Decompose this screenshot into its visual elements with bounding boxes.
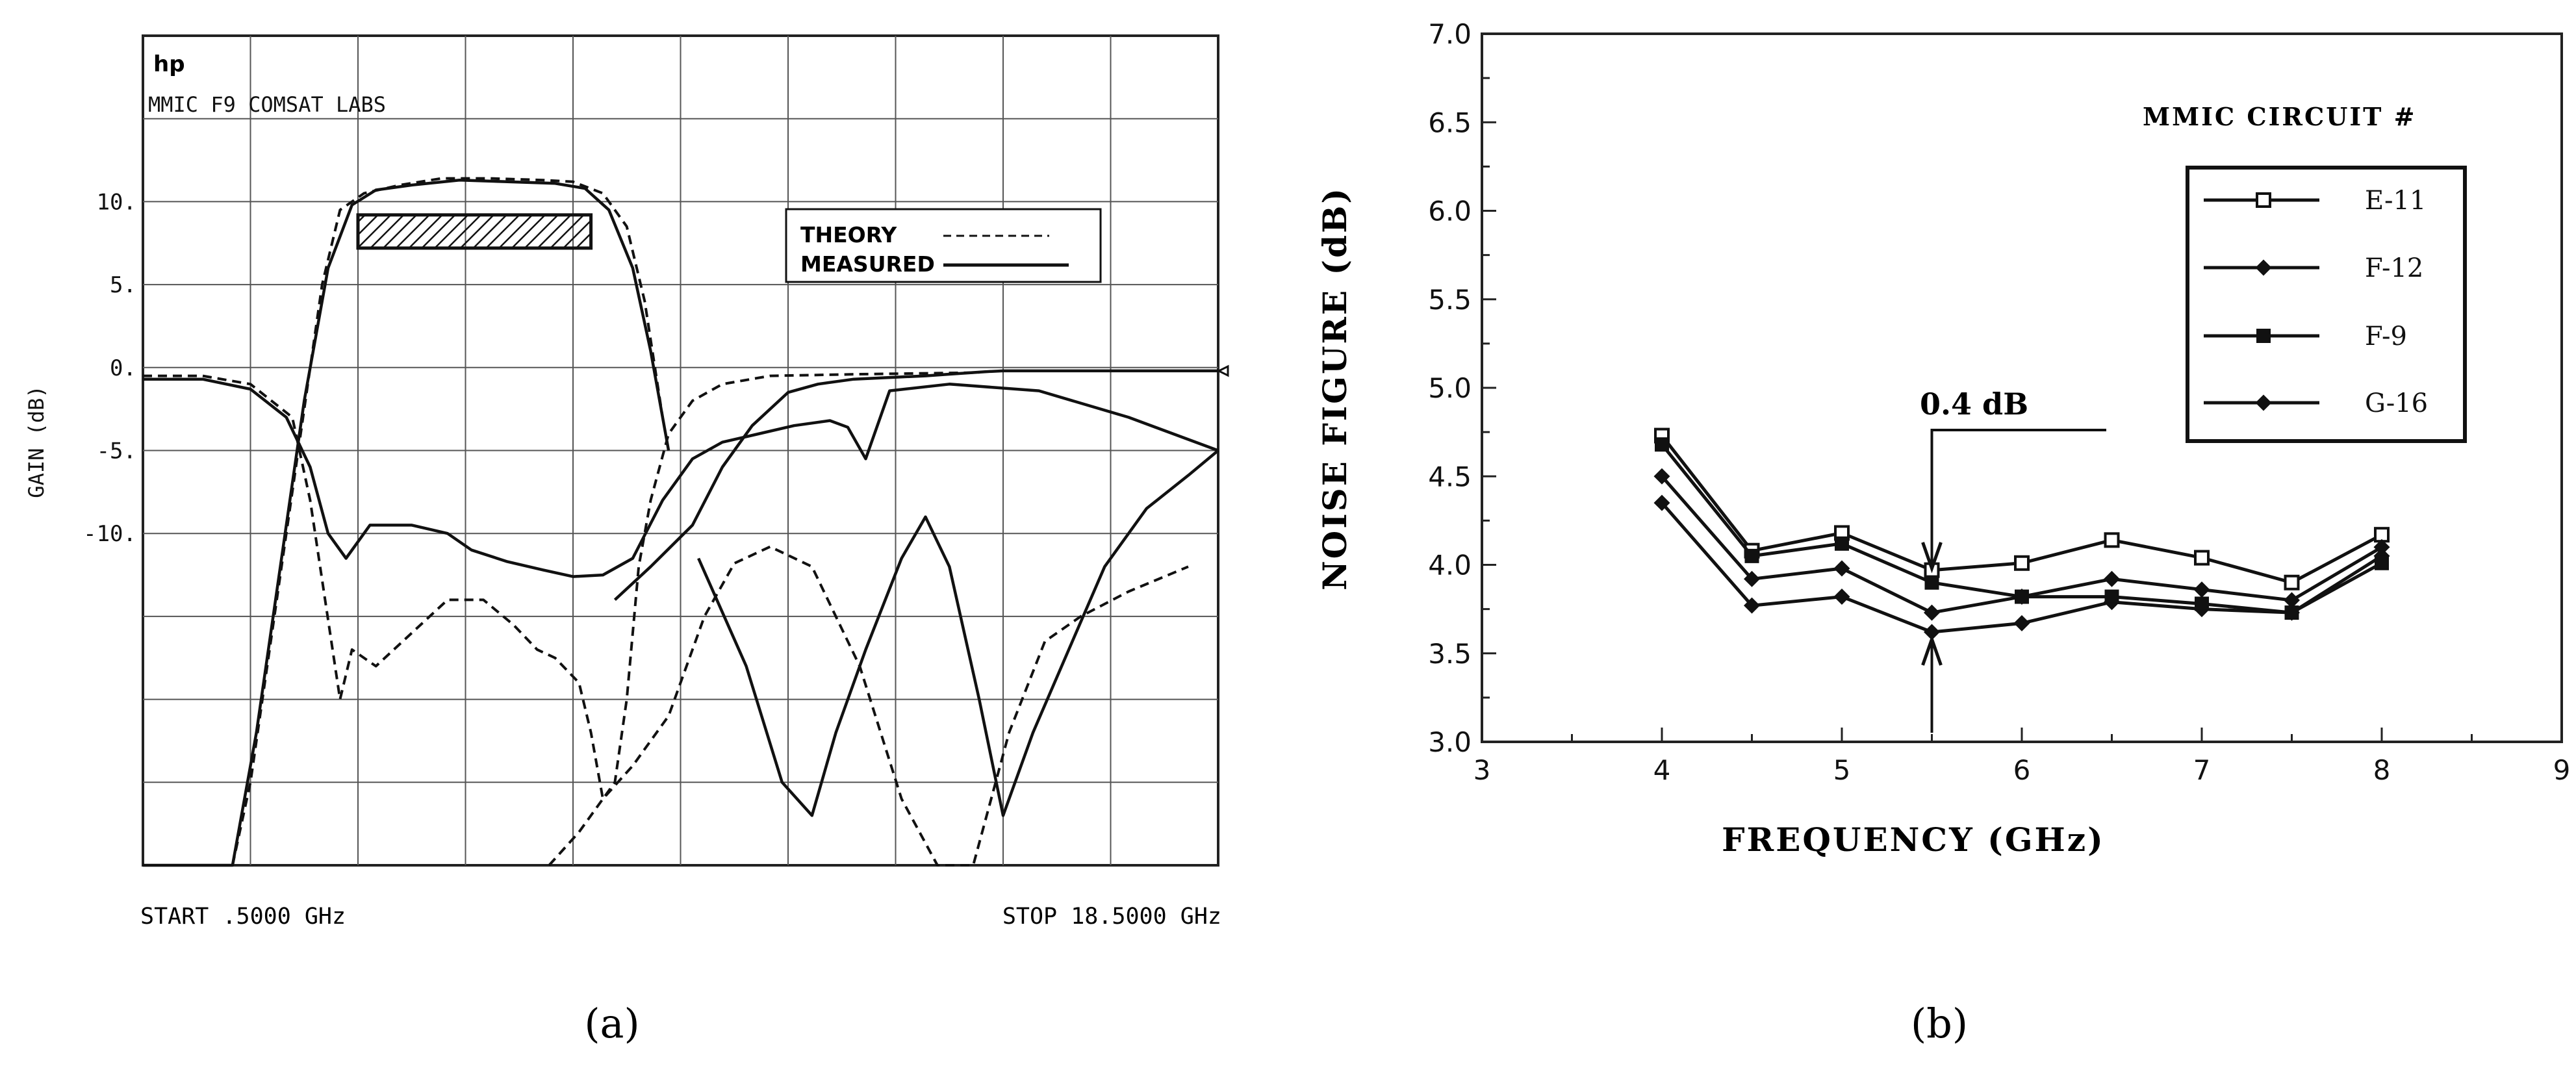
legend-marker-f-9 [2256, 329, 2271, 343]
panel-b-y-tick-label: 5.5 [1428, 284, 1472, 316]
panel-b-y-tick-label: 3.0 [1428, 726, 1472, 758]
panel-b-point-g-16 [1744, 570, 1760, 587]
panel-a-y-tick-label: -10. [83, 521, 136, 547]
panel-b-series-e-11 [1654, 427, 2390, 590]
panel-b-point-g-16 [2284, 592, 2300, 609]
panel-b-point-e-11 [2104, 532, 2120, 548]
panel-b-legend-title: MMIC CIRCUIT # [2143, 102, 2416, 131]
panel-b-point-e-11 [2284, 574, 2300, 590]
panel-b-point-g-16 [1924, 604, 1940, 621]
legend-label-e-11: E-11 [2365, 186, 2426, 216]
panel-b-point-f-12 [1924, 624, 1940, 641]
panel-b-point-f-12 [2013, 615, 2030, 631]
panel-a-title: MMIC F9 COMSAT LABS [148, 92, 386, 117]
panel-b-series [1653, 427, 2390, 641]
legend-marker-e-11 [2256, 192, 2271, 208]
panel-a-y-tick-label: 0. [110, 355, 136, 381]
panel-a-start-frequency: START .5000 GHz [140, 904, 346, 930]
panel-b-y-tick-label: 3.5 [1428, 638, 1472, 670]
panel-b-point-f-12 [1744, 597, 1760, 614]
panel-a-trace-theory-s21 [143, 177, 664, 867]
panel-b-x-tick-label: 9 [2553, 754, 2571, 786]
panel-a-y-tick-label: -5. [97, 438, 136, 464]
panel-a-trace-measured-s21 [143, 178, 670, 867]
panel-b-point-g-16 [2373, 539, 2390, 555]
panel-b-legend: E-11 F-12 F-9 G-16 [2186, 166, 2467, 443]
panel-b-point-f-9 [1924, 575, 1939, 590]
panel-a-y-tick-label: 5. [110, 272, 136, 298]
panel-b-y-tick-label: 4.5 [1428, 461, 1472, 492]
panel-b-legend-box [2186, 166, 2467, 443]
panel-b-point-f-12 [1653, 494, 1670, 511]
panel-b-y-tick-label: 6.5 [1428, 107, 1472, 138]
panel-b-point-f-9 [2375, 555, 2389, 570]
panel-b-point-e-11 [2014, 555, 2030, 571]
hp-logo: hp [153, 51, 185, 77]
panel-b-point-f-9 [1655, 437, 1669, 452]
legend-label-g-16: G-16 [2365, 388, 2428, 418]
panel-b-line-f-9 [1661, 443, 2383, 615]
panel-a-network-analyzer-plot: hp MMIC F9 COMSAT LABS GAIN (dB) 10. 5. 0.… [24, 34, 1229, 1047]
panel-a-y-axis-label: GAIN (dB) [24, 385, 49, 498]
legend-measured-label: MEASURED [800, 251, 935, 277]
panel-b-noise-figure-plot: 3.0 3.5 4.0 4.5 5.0 5.5 6.0 6.5 7.0 3 4 5 6 7 8 9 NOISE… [1316, 18, 2570, 1047]
panel-a-legend: THEORY MEASURED [785, 208, 1102, 283]
panel-b-point-f-9 [1744, 548, 1759, 563]
panel-a-y-tick-label: 10. [97, 189, 136, 215]
panel-a-trace-measured-s22 [613, 369, 1218, 602]
panel-b-point-f-9 [2104, 589, 2119, 604]
panel-b-x-tick-label: 3 [1473, 754, 1491, 786]
panel-b-point-g-16 [2104, 570, 2120, 587]
legend-theory-label: THEORY [800, 222, 897, 247]
panel-b-caption-label: (b) [1911, 1000, 1968, 1047]
panel-b-point-f-9 [2195, 596, 2209, 611]
panel-b-y-tick-label: 6.0 [1428, 196, 1472, 227]
panel-b-annotation: 0.4 dB [1920, 387, 2106, 733]
panel-b-x-tick-label: 4 [1653, 754, 1671, 786]
panel-a-trace-measured-s12 [697, 449, 1219, 817]
annotation-0-4-db-label: 0.4 dB [1920, 387, 2028, 422]
panel-b-y-tick-label: 5.0 [1428, 372, 1472, 404]
panel-a-spec-region [356, 213, 593, 250]
panel-b-point-g-16 [2013, 589, 2030, 605]
legend-marker-f-12 [2255, 259, 2272, 276]
panel-a-caption-label: (a) [584, 1000, 639, 1047]
annotation-up-arrow-icon [1921, 634, 1943, 666]
panel-b-point-g-16 [1653, 468, 1670, 485]
panel-b-x-tick-label: 8 [2373, 754, 2391, 786]
annotation-down-arrow-icon [1921, 542, 1943, 574]
panel-b-point-f-9 [1835, 536, 1849, 551]
panel-a-grid [143, 36, 1218, 865]
panel-a-spec-hatch [356, 213, 593, 250]
legend-label-f-12: F-12 [2365, 253, 2423, 283]
panel-b-point-g-16 [2193, 581, 2210, 598]
panel-a-trace-measured-s11 [143, 377, 1219, 578]
panel-b-point-f-12 [1833, 589, 1850, 605]
panel-b-axes: 3.0 3.5 4.0 4.5 5.0 5.5 6.0 6.5 7.0 3 4 5 6 7 8 9 [1428, 18, 2570, 786]
panel-b-point-g-16 [1833, 560, 1850, 577]
panel-a-trace-theory-s22 [548, 545, 1189, 867]
reference-marker-icon [1216, 364, 1229, 377]
legend-marker-g-16 [2255, 394, 2272, 411]
panel-b-x-tick-label: 6 [2013, 754, 2031, 786]
legend-label-f-9: F-9 [2365, 322, 2407, 351]
panel-b-series-g-16 [1653, 468, 2390, 621]
panel-a-legend-box [785, 208, 1102, 283]
panel-a-stop-frequency: STOP 18.5000 GHz [1002, 904, 1221, 930]
panel-b-x-axis-label: FREQUENCY (GHz) [1722, 820, 2105, 859]
panel-b-y-tick-label: 7.0 [1428, 18, 1472, 50]
panel-b-y-tick-label: 4.0 [1428, 550, 1472, 581]
annotation-leader-line [1930, 429, 2106, 565]
panel-a-traces [143, 177, 1219, 867]
panel-b-point-e-11 [2194, 550, 2210, 566]
panel-a-trace-theory-s11 [143, 371, 980, 800]
panel-b-x-tick-label: 7 [2193, 754, 2211, 786]
panel-a-y-tick-labels: 10. 5. 0. -5. -10. [83, 189, 136, 547]
panel-b-x-tick-label: 5 [1833, 754, 1851, 786]
panel-b-y-axis-label: NOISE FIGURE (dB) [1316, 186, 1354, 590]
